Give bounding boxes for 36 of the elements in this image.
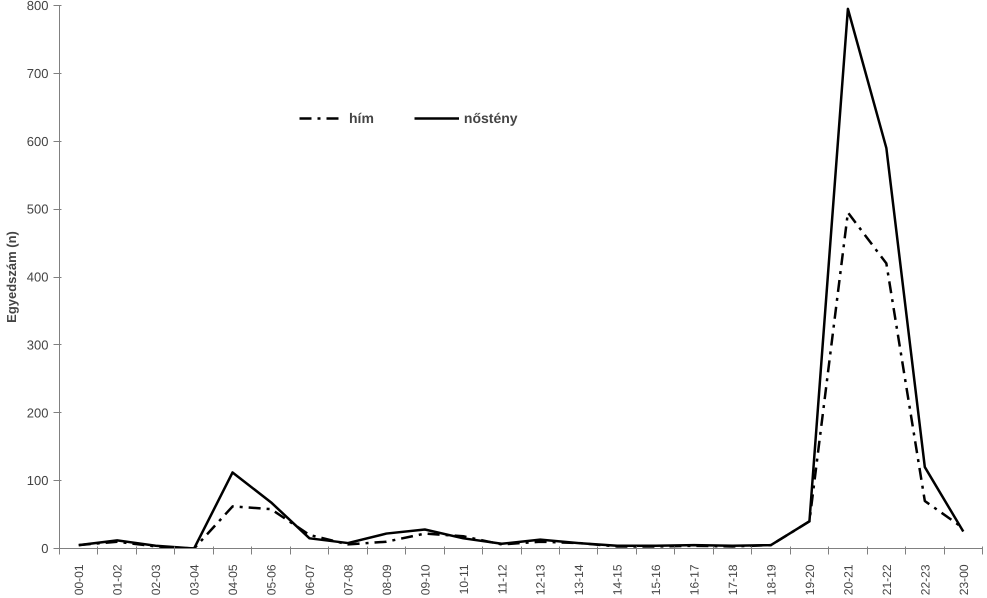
y-tick-label: 200 bbox=[26, 405, 49, 420]
y-tick-label: 800 bbox=[26, 0, 49, 13]
x-tick-label: 08-09 bbox=[380, 564, 394, 596]
legend-label: hím bbox=[349, 110, 374, 126]
x-tick-label: 15-16 bbox=[649, 564, 664, 596]
x-tick-label: 03-04 bbox=[188, 564, 202, 596]
x-tick-label: 00-01 bbox=[72, 564, 86, 596]
x-tick-label: 07-08 bbox=[341, 564, 356, 596]
x-tick-label: 17-18 bbox=[726, 564, 740, 596]
x-tick-label: 21-22 bbox=[880, 564, 894, 596]
x-tick-label: 23-00 bbox=[956, 564, 971, 596]
x-tick-label: 16-17 bbox=[688, 564, 702, 596]
x-tick-label: 10-11 bbox=[456, 564, 471, 594]
x-tick-label: 01-02 bbox=[110, 564, 125, 596]
y-tick-label: 100 bbox=[26, 473, 49, 488]
x-tick-label: 18-19 bbox=[764, 564, 778, 596]
y-tick-label: 300 bbox=[26, 337, 49, 352]
x-tick-label: 06-07 bbox=[302, 564, 317, 596]
legend-label: nőstény bbox=[464, 110, 518, 126]
x-tick-label: 04-05 bbox=[226, 564, 240, 596]
y-tick-label: 500 bbox=[26, 202, 49, 217]
x-tick-label: 11-12 bbox=[495, 564, 510, 594]
y-tick-label: 400 bbox=[26, 270, 49, 284]
x-tick-label: 22-23 bbox=[918, 564, 932, 596]
y-tick-label: 600 bbox=[26, 134, 49, 149]
x-tick-label: 20-21 bbox=[841, 564, 856, 596]
x-tick-label: 13-14 bbox=[572, 564, 586, 596]
x-tick-label: 09-10 bbox=[418, 564, 432, 596]
x-tick-label: 05-06 bbox=[264, 564, 279, 596]
x-tick-label: 14-15 bbox=[610, 564, 625, 596]
x-tick-label: 12-13 bbox=[534, 564, 548, 596]
y-tick-label: 700 bbox=[26, 66, 49, 81]
x-tick-label: 02-03 bbox=[149, 564, 164, 596]
y-tick-label: 0 bbox=[41, 541, 49, 556]
x-tick-label: 19-20 bbox=[802, 564, 817, 596]
y-axis-title: Egyedszám (n) bbox=[4, 231, 19, 323]
